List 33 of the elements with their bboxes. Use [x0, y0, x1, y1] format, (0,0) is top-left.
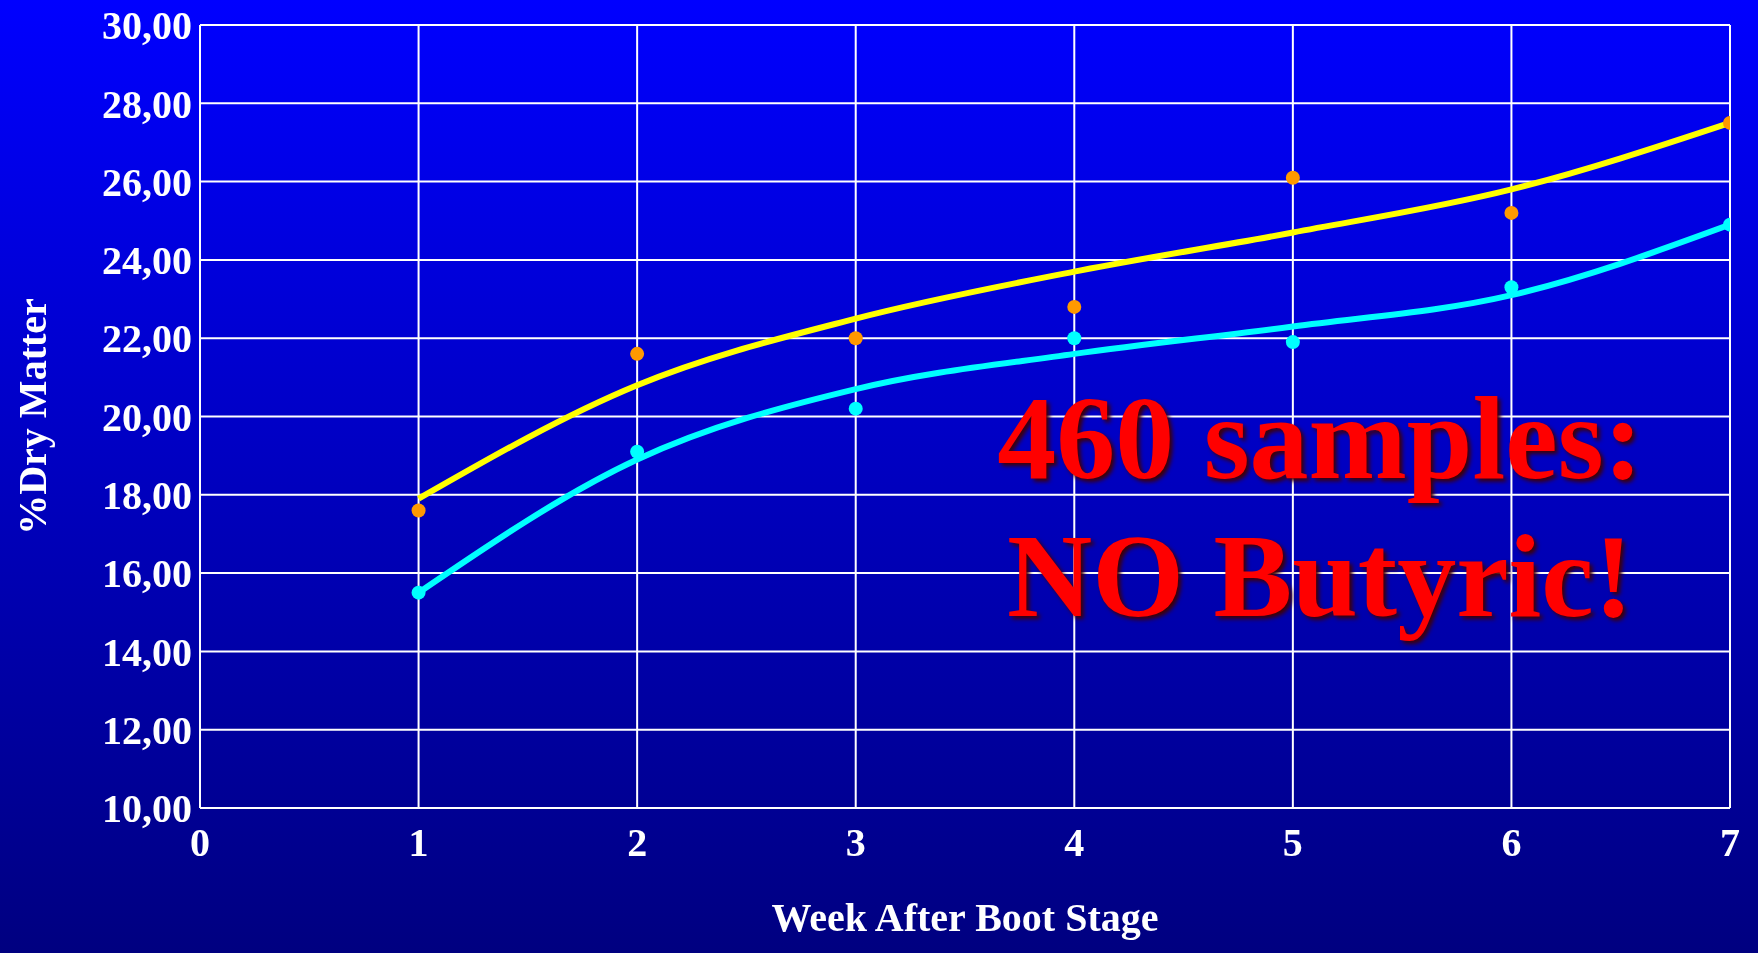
point	[848, 401, 863, 416]
y-tick-label: 24,00	[102, 238, 192, 284]
point	[1285, 170, 1300, 185]
x-tick-label: 5	[1282, 820, 1303, 866]
point	[848, 331, 863, 346]
point	[1504, 280, 1519, 295]
point	[630, 346, 645, 361]
point	[1285, 335, 1300, 350]
x-tick-label: 4	[1064, 820, 1085, 866]
point	[1067, 331, 1082, 346]
point	[1067, 299, 1082, 314]
x-tick-label: 6	[1501, 820, 1522, 866]
point	[411, 585, 426, 600]
x-axis-title: Week After Boot Stage	[771, 895, 1159, 940]
y-tick-label: 10,00	[102, 786, 192, 832]
point	[411, 503, 426, 518]
y-tick-label: 28,00	[102, 81, 192, 127]
point	[1504, 205, 1519, 220]
y-tick-label: 26,00	[102, 159, 192, 205]
point	[630, 444, 645, 459]
y-axis-title: %Dry Matter	[10, 298, 56, 535]
x-tick-label: 3	[845, 820, 866, 866]
y-tick-label: 30,00	[102, 3, 192, 49]
y-tick-label: 14,00	[102, 629, 192, 675]
x-tick-label: 2	[627, 820, 648, 866]
x-tick-label: 7	[1720, 820, 1740, 866]
x-tick-label: 0	[190, 820, 210, 866]
y-tick-label: 18,00	[102, 473, 192, 518]
y-tick-label: 20,00	[102, 394, 192, 440]
x-tick-label: 1	[408, 820, 429, 866]
y-tick-label: 16,00	[102, 551, 192, 597]
y-tick-label: 12,00	[102, 707, 192, 753]
y-tick-label: 22,00	[102, 316, 192, 362]
